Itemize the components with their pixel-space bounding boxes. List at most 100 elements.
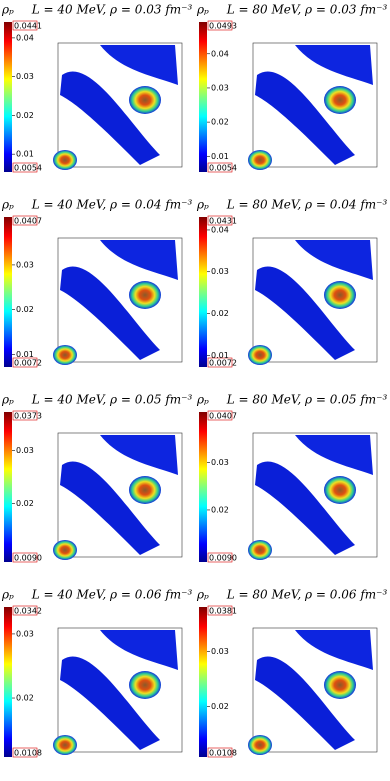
cube-outline: [252, 237, 378, 363]
panel-title: L = 80 MeV, ρ = 0.03 fm⁻³: [226, 3, 388, 17]
colorbar-max: 0.0431: [209, 217, 237, 226]
colorbar-tick-label: 0.03: [211, 267, 229, 276]
colorbar: [4, 217, 12, 367]
surface: [295, 45, 373, 85]
colorbar: [199, 22, 207, 172]
colorbar-label: ρₚ: [1, 588, 14, 602]
colorbar-max-box: [207, 215, 233, 226]
colorbar-tick-label: 0.04: [211, 225, 229, 234]
hot-spot: [53, 345, 77, 365]
surface: [60, 71, 160, 165]
colorbar-tick-label: 0.01: [16, 150, 34, 159]
panel-title: L = 80 MeV, ρ = 0.04 fm⁻³: [226, 198, 388, 212]
colorbar-max-box: [12, 605, 38, 616]
colorbar-min: 0.0108: [14, 749, 42, 758]
hot-spot: [53, 150, 77, 170]
colorbar-tick-label: 0.02: [211, 505, 229, 514]
surface: [295, 435, 373, 475]
colorbar: [4, 607, 12, 757]
panel-title: L = 40 MeV, ρ = 0.05 fm⁻³: [31, 393, 193, 407]
colorbar-tick-label: 0.01: [211, 351, 229, 360]
colorbar-max: 0.0373: [14, 412, 42, 421]
colorbar-tick-label: 0.03: [211, 458, 229, 467]
colorbar-min: 0.0072: [14, 359, 42, 368]
colorbar-label: ρₚ: [196, 3, 209, 17]
colorbar-min: 0.0090: [14, 554, 42, 563]
cube-outline: [57, 627, 183, 753]
surface: [100, 630, 178, 670]
colorbar-tick-label: 0.03: [211, 83, 229, 92]
surface: [255, 71, 355, 165]
panel-title: L = 80 MeV, ρ = 0.06 fm⁻³: [226, 588, 388, 602]
colorbar-min-box: [12, 747, 38, 758]
colorbar-label: ρₚ: [196, 198, 209, 212]
colorbar-min-box: [207, 357, 233, 368]
cube-outline: [57, 42, 183, 168]
panel-title: L = 40 MeV, ρ = 0.03 fm⁻³: [31, 3, 193, 17]
colorbar-tick-label: 0.02: [211, 309, 229, 318]
hot-spot: [53, 540, 77, 560]
hot-spot: [53, 735, 77, 755]
colorbar-tick-label: 0.02: [16, 499, 34, 508]
colorbar-label: ρₚ: [1, 198, 14, 212]
panel-title: L = 40 MeV, ρ = 0.06 fm⁻³: [31, 588, 193, 602]
hot-spot: [129, 281, 161, 309]
colorbar-tick-label: 0.04: [211, 49, 229, 58]
colorbar-tick-label: 0.03: [16, 260, 34, 269]
colorbar-tick-label: 0.02: [16, 111, 34, 120]
surface: [60, 266, 160, 360]
colorbar-tick-label: 0.02: [211, 702, 229, 711]
colorbar-max: 0.0407: [14, 217, 42, 226]
hot-spot: [129, 476, 161, 504]
cube-outline: [252, 627, 378, 753]
colorbar-label: ρₚ: [196, 588, 209, 602]
colorbar-tick-label: 0.03: [16, 72, 34, 81]
colorbar-max: 0.0493: [209, 22, 237, 31]
colorbar-min-box: [12, 162, 38, 173]
colorbar-tick-label: 0.01: [16, 350, 34, 359]
colorbar-tick-label: 0.01: [211, 152, 229, 161]
colorbar-max-box: [207, 20, 233, 31]
colorbar-tick-label: 0.02: [16, 694, 34, 703]
colorbar-max-box: [12, 410, 38, 421]
surface: [255, 266, 355, 360]
colorbar-min: 0.0072: [209, 359, 237, 368]
surface: [60, 461, 160, 555]
colorbar: [199, 412, 207, 562]
colorbar-min: 0.0054: [209, 164, 237, 173]
hot-spot: [248, 540, 272, 560]
hot-spot: [324, 86, 356, 114]
colorbar-min-box: [207, 552, 233, 563]
colorbar-max: 0.0381: [209, 607, 237, 616]
colorbar-label: ρₚ: [1, 393, 14, 407]
cube-outline: [252, 42, 378, 168]
colorbar-tick-label: 0.02: [16, 305, 34, 314]
colorbar: [199, 217, 207, 367]
surface: [100, 435, 178, 475]
colorbar-min-box: [207, 747, 233, 758]
hot-spot: [324, 281, 356, 309]
colorbar-min: 0.0054: [14, 164, 42, 173]
colorbar-max: 0.0441: [14, 22, 42, 31]
surface: [255, 656, 355, 750]
surface: [100, 45, 178, 85]
colorbar-min-box: [207, 162, 233, 173]
surface: [60, 656, 160, 750]
colorbar-max: 0.0342: [14, 607, 42, 616]
colorbar-max-box: [12, 215, 38, 226]
colorbar-min: 0.0090: [209, 554, 237, 563]
colorbar: [4, 22, 12, 172]
colorbar-max-box: [207, 410, 233, 421]
colorbar-min: 0.0108: [209, 749, 237, 758]
cube-outline: [57, 432, 183, 558]
hot-spot: [324, 476, 356, 504]
hot-spot: [248, 345, 272, 365]
panel-title: L = 40 MeV, ρ = 0.04 fm⁻³: [31, 198, 193, 212]
colorbar-tick-label: 0.03: [211, 647, 229, 656]
hot-spot: [324, 671, 356, 699]
hot-spot: [248, 735, 272, 755]
surface: [295, 630, 373, 670]
surface: [100, 240, 178, 280]
